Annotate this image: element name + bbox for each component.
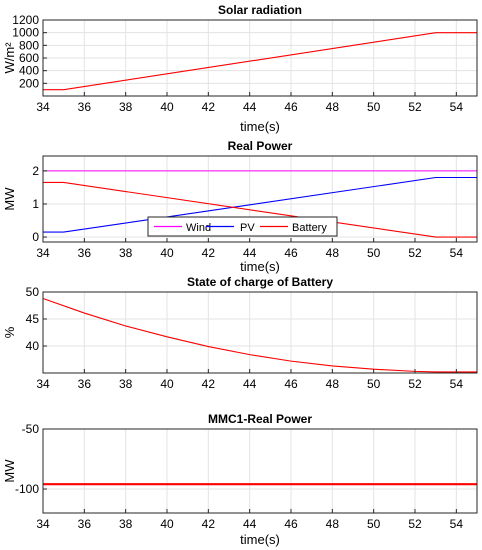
x-tick-label: 42	[202, 100, 216, 114]
chart-title: MMC1-Real Power	[208, 412, 312, 426]
axes-box	[42, 291, 478, 374]
x-tick-label: 34	[36, 246, 50, 260]
y-tick-label: 400	[19, 64, 39, 78]
x-tick-label: 52	[408, 246, 422, 260]
y-tick-label: 800	[19, 38, 39, 52]
x-tick-label: 50	[367, 100, 381, 114]
chart-panel-2: 34 36 38 40 42 44 46 48 50 52 54 0 1 2 Real Power time(…	[2, 139, 478, 274]
x-axis-label: time(s)	[240, 259, 280, 274]
x-tick-label: 42	[202, 377, 216, 391]
series-line-pv	[43, 176, 477, 233]
x-tick-label: 48	[326, 100, 340, 114]
y-tick-label: 200	[19, 76, 39, 90]
x-tick-label: 44	[243, 517, 257, 531]
x-tick-label: 46	[284, 246, 298, 260]
x-tick-label: 48	[326, 246, 340, 260]
y-tick-label: 45	[26, 312, 40, 326]
x-tick-label: 36	[78, 377, 92, 391]
y-tick-label: 50	[26, 285, 40, 299]
chart-title: Real Power	[228, 139, 293, 153]
x-tick-label: 36	[78, 517, 92, 531]
y-axis-label: MW	[2, 187, 17, 211]
chart-panel-4: 34 36 38 40 42 44 46 48 50 52 54 -100 -50 MMC1-Real P…	[2, 412, 478, 547]
x-tick-label: 50	[367, 517, 381, 531]
x-tick-label: 48	[326, 517, 340, 531]
x-tick-label: 34	[36, 517, 50, 531]
x-tick-label: 52	[408, 377, 422, 391]
y-tick-label: 1200	[12, 13, 39, 27]
series-line	[43, 32, 477, 91]
x-tick-label: 40	[160, 517, 174, 531]
x-tick-label: 40	[160, 246, 174, 260]
y-tick-label: 0	[32, 230, 39, 244]
chart-title: State of charge of Battery	[187, 275, 333, 289]
x-tick-label: 50	[367, 377, 381, 391]
series-line	[42, 297, 477, 373]
x-tick-label: 42	[202, 517, 216, 531]
x-tick-label: 44	[243, 100, 257, 114]
series-line-battery	[43, 181, 477, 238]
x-tick-label: 52	[408, 517, 422, 531]
x-tick-label: 54	[450, 246, 464, 260]
x-tick-label: 38	[119, 246, 133, 260]
x-tick-label: 46	[284, 377, 298, 391]
legend-box	[147, 216, 338, 237]
chart-panel-1: 34 36 38 40 42 44 46 48 50 52 54 200400600800100012…	[2, 3, 478, 134]
x-tick-label: 54	[450, 517, 464, 531]
x-tick-label: 48	[326, 377, 340, 391]
legend-entry: Battery	[292, 222, 327, 234]
x-tick-label: 40	[160, 100, 174, 114]
y-axis-label: %	[2, 326, 17, 338]
x-tick-label: 38	[119, 100, 133, 114]
axes-box	[42, 428, 478, 514]
x-tick-label: 50	[367, 246, 381, 260]
x-tick-label: 34	[36, 100, 50, 114]
y-tick-label: 1	[32, 197, 39, 211]
x-axis-label: time(s)	[240, 119, 280, 134]
x-tick-label: 46	[284, 517, 298, 531]
x-tick-label: 42	[202, 246, 216, 260]
x-axis-label: time(s)	[240, 532, 280, 547]
chart-panel-3: 34 36 38 40 42 44 46 48 50 52 54 40 45 50 State of cha…	[2, 275, 478, 391]
y-tick-label: -100	[15, 482, 39, 496]
y-tick-label: -50	[22, 422, 40, 436]
legend-entry: PV	[240, 222, 255, 234]
x-tick-label: 44	[243, 246, 257, 260]
x-tick-label: 38	[119, 377, 133, 391]
x-tick-label: 36	[78, 100, 92, 114]
x-tick-label: 54	[450, 100, 464, 114]
x-tick-label: 44	[243, 377, 257, 391]
x-tick-label: 52	[408, 100, 422, 114]
y-tick-label: 40	[26, 339, 40, 353]
x-tick-label: 40	[160, 377, 174, 391]
x-tick-label: 34	[36, 377, 50, 391]
plot-area	[43, 292, 477, 373]
y-tick-label: 1000	[12, 26, 39, 40]
y-axis-label: W/m²	[2, 42, 17, 74]
chart-title: Solar radiation	[218, 3, 302, 17]
y-tick-label: 600	[19, 51, 39, 65]
x-tick-label: 46	[284, 100, 298, 114]
y-tick-label: 2	[32, 164, 39, 178]
x-tick-label: 38	[119, 517, 133, 531]
x-tick-label: 36	[78, 246, 92, 260]
y-axis-label: MW	[2, 459, 17, 483]
legend: Wind PV Battery	[147, 216, 338, 237]
legend-entry: Wind	[186, 222, 211, 234]
axes-box	[42, 155, 478, 243]
x-tick-label: 54	[450, 377, 464, 391]
plot-area	[43, 429, 477, 513]
